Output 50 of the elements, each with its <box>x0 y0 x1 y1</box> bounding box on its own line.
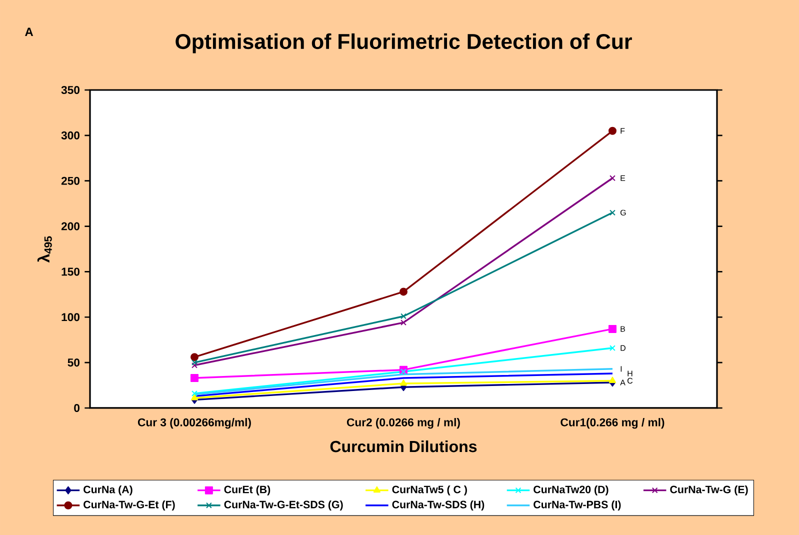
annotation: G <box>620 210 626 216</box>
legend-label: CurNa-Tw-SDS (H) <box>392 500 484 510</box>
text: A <box>25 28 34 36</box>
point <box>400 288 408 296</box>
annotation: E <box>620 175 626 181</box>
legend-label: CurNa (A) <box>84 485 132 496</box>
annotation: C <box>627 378 633 384</box>
point <box>400 313 406 320</box>
y-tick-label: 150 <box>62 268 80 276</box>
legend-label: CurNa-Tw-G-Et-SDS (G) <box>224 500 343 510</box>
point <box>192 390 198 396</box>
annotation: H <box>628 370 632 376</box>
y-tick-label: 0 <box>74 404 80 412</box>
point <box>192 360 198 366</box>
point <box>610 210 616 216</box>
x-tick-label: Cur1(0.266 mg / ml) <box>560 418 664 429</box>
annotation: F <box>620 128 625 134</box>
point <box>608 324 616 333</box>
annotation: D <box>620 345 626 351</box>
point <box>610 345 616 352</box>
y-tick-label: 100 <box>62 313 80 322</box>
legend-label: CurNaTw5 ( C ) <box>392 485 467 496</box>
x-axis-title: Curcumin Dilutions <box>330 440 477 452</box>
y-tick-label: 350 <box>61 86 80 94</box>
chart-title: Optimisation of Fluorimetric Detection of Cur <box>176 33 632 54</box>
point <box>400 379 408 386</box>
point <box>190 374 199 382</box>
legend-label: CurNa-Tw-G-Et (F) <box>84 500 175 510</box>
point <box>610 175 616 182</box>
annotation: B <box>620 326 626 332</box>
x-tick-label: Cur2 (0.0266 mg / ml) <box>346 418 460 429</box>
y-axis-title: λ$_{495}$ <box>37 236 52 263</box>
legend-label: CurNaTw20 (D) <box>534 485 608 496</box>
point <box>190 394 198 400</box>
point <box>400 368 406 375</box>
legend-label: CurNa-Tw-G (E) <box>670 485 748 496</box>
annotation: A <box>620 380 626 386</box>
legend-label: CurEt (B) <box>224 485 270 496</box>
y-tick-label: 200 <box>61 222 80 230</box>
point <box>190 353 199 362</box>
point <box>192 362 198 368</box>
point <box>608 376 616 383</box>
y-tick-label: 50 <box>68 358 80 367</box>
legend-label: CurNa-Tw-PBS (I) <box>534 500 621 510</box>
annotation: I <box>620 366 622 372</box>
y-tick-label: 250 <box>61 176 80 185</box>
y-tick-label: 300 <box>61 131 80 140</box>
point <box>400 320 406 326</box>
x-tick-label: Cur 3 (0.00266mg/ml) <box>138 418 251 429</box>
point <box>608 126 616 135</box>
